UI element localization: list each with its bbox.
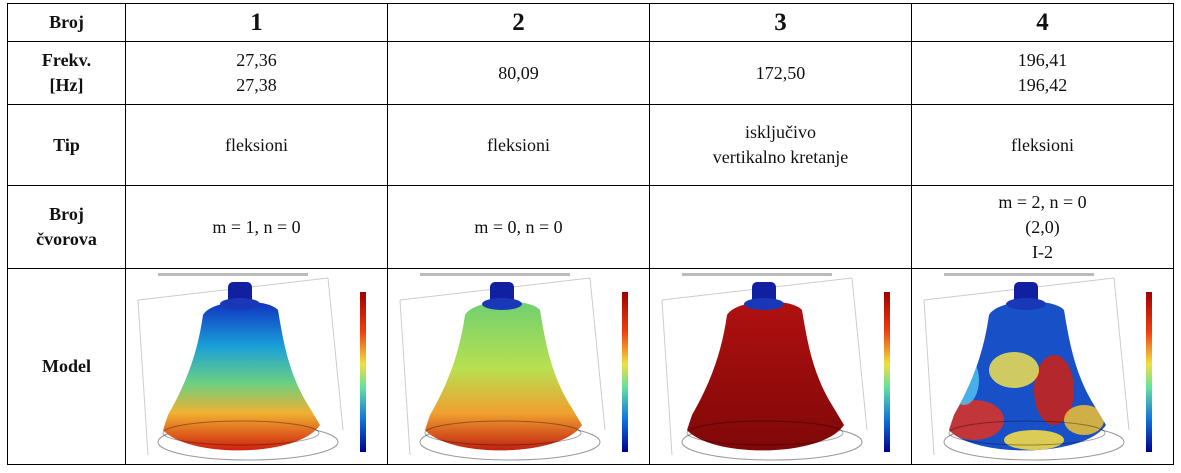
cell-line: čvorova xyxy=(36,229,97,249)
cell: fleksioni xyxy=(387,104,650,186)
frequency-row: Frekv. [Hz] 27,36 27,38 80,09 172,50 196,41 196… xyxy=(7,41,1174,105)
bell-model-image xyxy=(137,273,366,461)
title-strip xyxy=(943,273,1094,276)
cell-line: fleksioni xyxy=(1011,134,1074,155)
frame-line xyxy=(923,299,934,456)
cell-line: Frekv. xyxy=(41,50,92,70)
cell-line: (2,0) xyxy=(1025,216,1060,237)
pattern-spot xyxy=(988,352,1039,388)
frame-line xyxy=(661,299,672,456)
cell: m = 1, n = 0 xyxy=(125,185,388,269)
cell-line: m = 2, n = 0 xyxy=(998,191,1087,212)
cell-line: Broj xyxy=(49,204,84,224)
header-cell: 4 xyxy=(911,3,1174,42)
header-cell: Broj xyxy=(7,3,126,42)
frame-line xyxy=(137,299,148,456)
pattern-spot xyxy=(1063,405,1104,435)
cell: 80,09 xyxy=(387,41,650,105)
title-strip xyxy=(681,273,832,276)
cell xyxy=(649,185,912,269)
bell-pattern xyxy=(948,352,1104,450)
bell-model-image xyxy=(399,273,628,461)
bell-rim xyxy=(686,420,843,446)
frame-line xyxy=(327,277,343,431)
cell: 27,36 27,38 xyxy=(125,41,388,105)
row-label: Frekv. [Hz] xyxy=(7,41,126,105)
cell: 172,50 xyxy=(649,41,912,105)
bell-rim xyxy=(162,420,319,446)
cell: fleksioni xyxy=(125,104,388,186)
bell-body xyxy=(424,301,582,451)
title-strip xyxy=(419,273,570,276)
cell-line: Model xyxy=(42,356,91,376)
pattern-spot xyxy=(948,400,1004,440)
colorbar xyxy=(359,292,366,452)
pattern-spot xyxy=(1003,430,1064,450)
type-row: Tip fleksioni fleksioni isključivo vertikaln… xyxy=(7,104,1174,186)
cell-line: m = 0, n = 0 xyxy=(474,216,563,237)
cell xyxy=(649,268,912,465)
cell-line: fleksioni xyxy=(225,134,288,155)
cell-line: 196,41 xyxy=(1017,50,1068,70)
cell-line: 172,50 xyxy=(755,62,806,83)
pattern-spot xyxy=(948,355,979,405)
bell-body xyxy=(686,301,844,451)
bell-model-image xyxy=(661,273,890,461)
frame-line xyxy=(399,299,410,456)
cell-line: m = 1, n = 0 xyxy=(212,216,301,237)
cell: m = 0, n = 0 xyxy=(387,185,650,269)
cell-line: isključivo xyxy=(745,122,816,142)
cell-line: I-2 xyxy=(1032,241,1053,262)
pattern-spot xyxy=(1033,355,1074,425)
modes-table: Broj 1 2 3 4 Frekv. [Hz] 27,36 27,38 80,09 17… xyxy=(7,3,1174,465)
model-row: Model xyxy=(7,268,1174,465)
bell-rim xyxy=(948,420,1105,446)
cell: fleksioni xyxy=(911,104,1174,186)
cell-line: 27,38 xyxy=(236,75,277,95)
cell-line: fleksioni xyxy=(487,134,550,155)
bell-model-image xyxy=(923,273,1152,461)
frame-line xyxy=(1113,277,1129,431)
cell-line: 27,36 xyxy=(236,50,277,70)
cell-line: 80,09 xyxy=(498,62,539,83)
colorbar xyxy=(1145,292,1152,452)
cell-line: vertikalno kretanje xyxy=(712,147,849,167)
cell: m = 2, n = 0 (2,0) I-2 xyxy=(911,185,1174,269)
bell-rim xyxy=(424,420,581,446)
row-label: Model xyxy=(7,268,126,465)
bell-crown-base xyxy=(1005,298,1046,310)
row-label: Tip xyxy=(7,104,126,186)
bell-crown-base xyxy=(219,298,260,310)
bell-body xyxy=(162,301,320,451)
cell-line: [Hz] xyxy=(49,75,84,95)
cell-line: 196,42 xyxy=(1017,75,1068,95)
cell: isključivo vertikalno kretanje xyxy=(649,104,912,186)
header-row: Broj 1 2 3 4 xyxy=(7,3,1174,42)
nodes-row: Broj čvorova m = 1, n = 0 m = 0, n = 0 m = 2… xyxy=(7,185,1174,269)
cell-line: Tip xyxy=(53,134,80,155)
cell xyxy=(125,268,388,465)
cell xyxy=(387,268,650,465)
frame-line xyxy=(589,277,605,431)
header-cell: 3 xyxy=(649,3,912,42)
colorbar xyxy=(621,292,628,452)
header-cell: 1 xyxy=(125,3,388,42)
cell xyxy=(911,268,1174,465)
bell-crown-base xyxy=(743,298,784,310)
colorbar xyxy=(883,292,890,452)
row-label: Broj čvorova xyxy=(7,185,126,269)
frame-line xyxy=(851,277,867,431)
cell: 196,41 196,42 xyxy=(911,41,1174,105)
bell-crown-base xyxy=(481,298,522,310)
header-cell: 2 xyxy=(387,3,650,42)
title-strip xyxy=(157,273,308,276)
